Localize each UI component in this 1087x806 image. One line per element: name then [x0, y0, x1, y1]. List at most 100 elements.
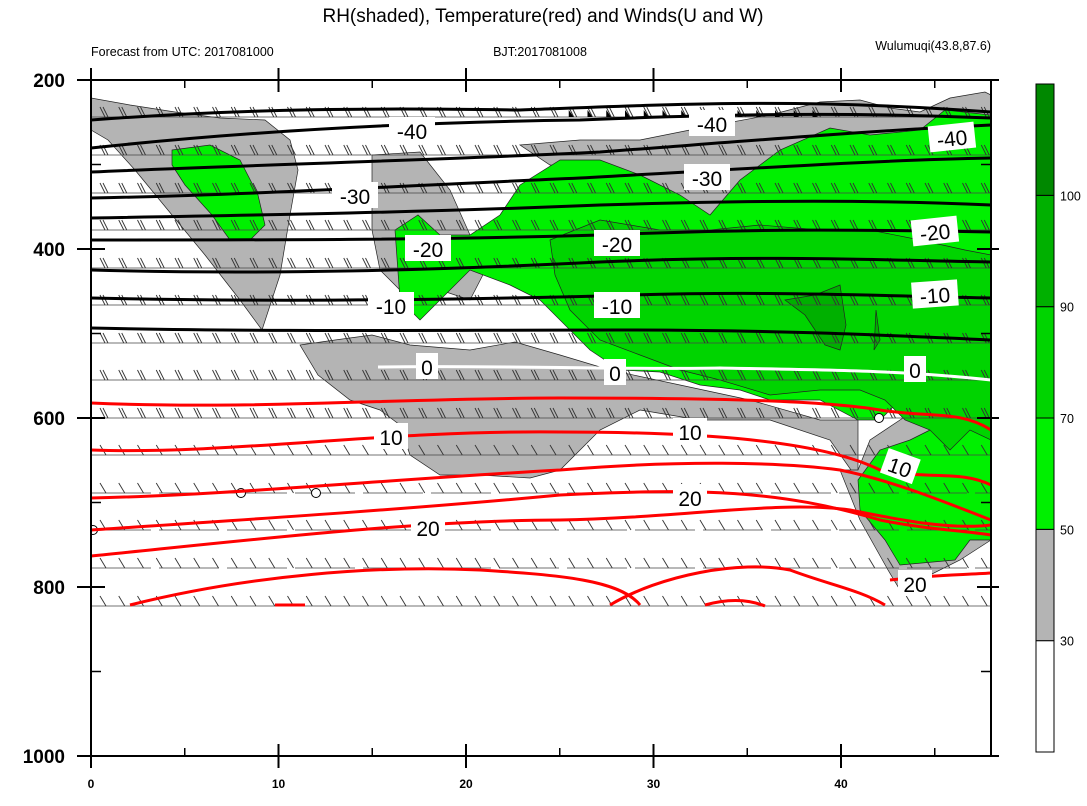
wind-barb — [100, 596, 106, 606]
wind-barb — [681, 558, 687, 568]
wind-barb — [831, 596, 837, 606]
contour-label-text: -10 — [602, 296, 632, 319]
y-tick-label: 200 — [33, 71, 65, 92]
contour-label: 0 — [604, 359, 626, 386]
wind-barb — [700, 558, 706, 568]
wind-barb — [494, 596, 500, 606]
forecast-subtitle: Forecast from UTC: 2017081000 — [91, 45, 274, 59]
station-subtitle: Wulumuqi(43.8,87.6) — [875, 39, 991, 53]
wind-barb — [119, 558, 125, 568]
wind-barb — [381, 483, 387, 493]
wind-barb — [625, 558, 631, 568]
wind-barb — [663, 520, 669, 530]
wind-barb — [606, 445, 612, 455]
colorbar-swatch — [1036, 195, 1054, 306]
wind-barb — [213, 596, 219, 606]
wind-barb — [550, 558, 556, 568]
wind-barb — [494, 558, 500, 568]
contour-label: -10 — [911, 279, 959, 309]
wind-barb — [306, 520, 312, 530]
wind-barb — [213, 558, 219, 568]
wind-barb — [644, 520, 650, 530]
wind-barb — [588, 445, 594, 455]
wind-barb — [344, 520, 350, 530]
wind-barb — [625, 520, 631, 530]
wind-barb — [738, 520, 744, 530]
wind-barb — [325, 596, 331, 606]
wind-barb — [738, 483, 744, 493]
calm-circle — [312, 489, 321, 498]
wind-barb — [944, 596, 950, 606]
wind-barb — [644, 558, 650, 568]
wind-barb — [569, 596, 575, 606]
wind-barb — [719, 558, 725, 568]
wind-barb — [756, 520, 762, 530]
wind-barb — [794, 596, 800, 606]
colorbar-label: 70 — [1060, 412, 1074, 426]
wind-barb — [606, 558, 612, 568]
wind-barb — [288, 558, 294, 568]
wind-barb — [231, 558, 237, 568]
wind-barb — [588, 558, 594, 568]
wind-barb — [456, 558, 462, 568]
wind-barb — [269, 520, 275, 530]
wind-barb — [588, 483, 594, 493]
wind-barb — [963, 596, 969, 606]
wind-barb — [775, 483, 781, 493]
wind-barb — [250, 520, 256, 530]
contour-label: -20 — [594, 230, 640, 257]
contour-label: -40 — [389, 117, 435, 144]
wind-barb — [794, 520, 800, 530]
wind-barb — [531, 596, 537, 606]
contour-label: 10 — [673, 418, 707, 445]
wind-barb — [175, 483, 181, 493]
wind-barb — [456, 483, 462, 493]
x-tick-label: 30 — [647, 777, 661, 791]
wind-barb — [269, 445, 275, 455]
wind-barb — [644, 445, 650, 455]
contour-label-text: 0 — [609, 363, 621, 386]
contour-label: -40 — [689, 110, 735, 137]
wind-barb — [138, 558, 144, 568]
wind-barb — [606, 520, 612, 530]
wind-barb — [138, 483, 144, 493]
wind-barb — [663, 596, 669, 606]
plot-area: -40 -40-40-30-30-20 -20 -20-10 -10 -100 0 010 10… — [89, 92, 992, 606]
contour-label: 10 — [374, 423, 408, 450]
wind-barb — [344, 558, 350, 568]
wind-barb — [325, 445, 331, 455]
wind-barb — [156, 483, 162, 493]
wind-barb — [513, 558, 519, 568]
wind-barb — [156, 558, 162, 568]
wind-barb — [588, 596, 594, 606]
wind-barb — [438, 483, 444, 493]
contour-label: -30 — [684, 164, 730, 191]
contour-label: -30 — [332, 182, 378, 209]
wind-barb — [175, 558, 181, 568]
wind-barb — [569, 483, 575, 493]
contour-label-text: 0 — [421, 357, 433, 380]
wind-barb — [531, 558, 537, 568]
wind-barb — [513, 483, 519, 493]
contour-label-text: -20 — [413, 239, 443, 262]
wind-barb — [175, 596, 181, 606]
wind-barb — [663, 445, 669, 455]
wind-barb — [813, 558, 819, 568]
wind-barb — [738, 445, 744, 455]
contour-label-text: -20 — [919, 220, 952, 246]
wind-barb — [850, 596, 856, 606]
wind-barb — [419, 596, 425, 606]
wind-barb — [438, 596, 444, 606]
wind-barb — [363, 445, 369, 455]
contour-label-text: 20 — [416, 518, 439, 541]
wind-barb — [925, 596, 931, 606]
wind-barb — [775, 520, 781, 530]
contour-label: -10 — [594, 292, 640, 319]
wind-barb — [269, 596, 275, 606]
wind-barb — [475, 558, 481, 568]
wind-barb — [306, 596, 312, 606]
contour-label: 20 — [898, 570, 932, 597]
wind-barb — [588, 520, 594, 530]
wind-barb — [513, 596, 519, 606]
